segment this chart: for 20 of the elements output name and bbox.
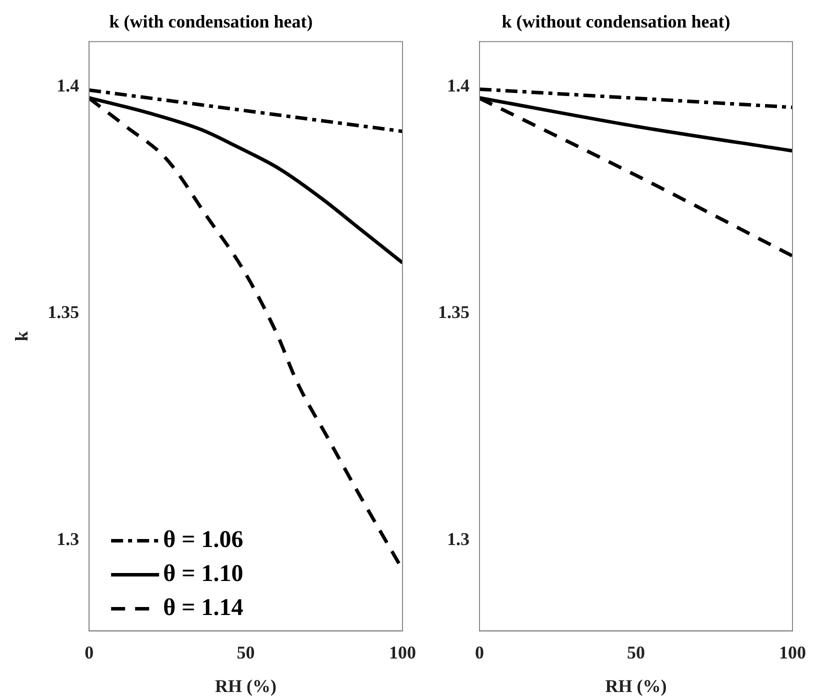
- x-tick-label: 0: [475, 642, 484, 662]
- legend-label: θ = 1.10: [163, 561, 244, 588]
- x-tick-label: 50: [236, 642, 255, 662]
- x-tick-label: 0: [84, 642, 94, 662]
- y-axis-title: k: [11, 331, 32, 342]
- legend-label: θ = 1.14: [163, 595, 244, 622]
- x-tick-label: 100: [779, 642, 806, 662]
- y-tick-label: 1.35: [438, 302, 470, 322]
- x-tick-label: 50: [627, 642, 645, 662]
- x-axis-title: RH (%): [215, 676, 277, 696]
- legend-label: θ = 1.06: [163, 527, 244, 554]
- chart-title: k (with condensation heat): [109, 11, 313, 32]
- y-tick-label: 1.35: [48, 302, 80, 322]
- x-axis-title: RH (%): [605, 676, 667, 696]
- y-tick-label: 1.4: [447, 76, 470, 96]
- x-tick-label: 100: [389, 642, 416, 662]
- chart-title: k (without condensation heat): [502, 11, 730, 32]
- y-tick-label: 1.3: [447, 528, 470, 549]
- y-tick-label: 1.4: [56, 76, 80, 96]
- y-tick-label: 1.3: [56, 528, 80, 549]
